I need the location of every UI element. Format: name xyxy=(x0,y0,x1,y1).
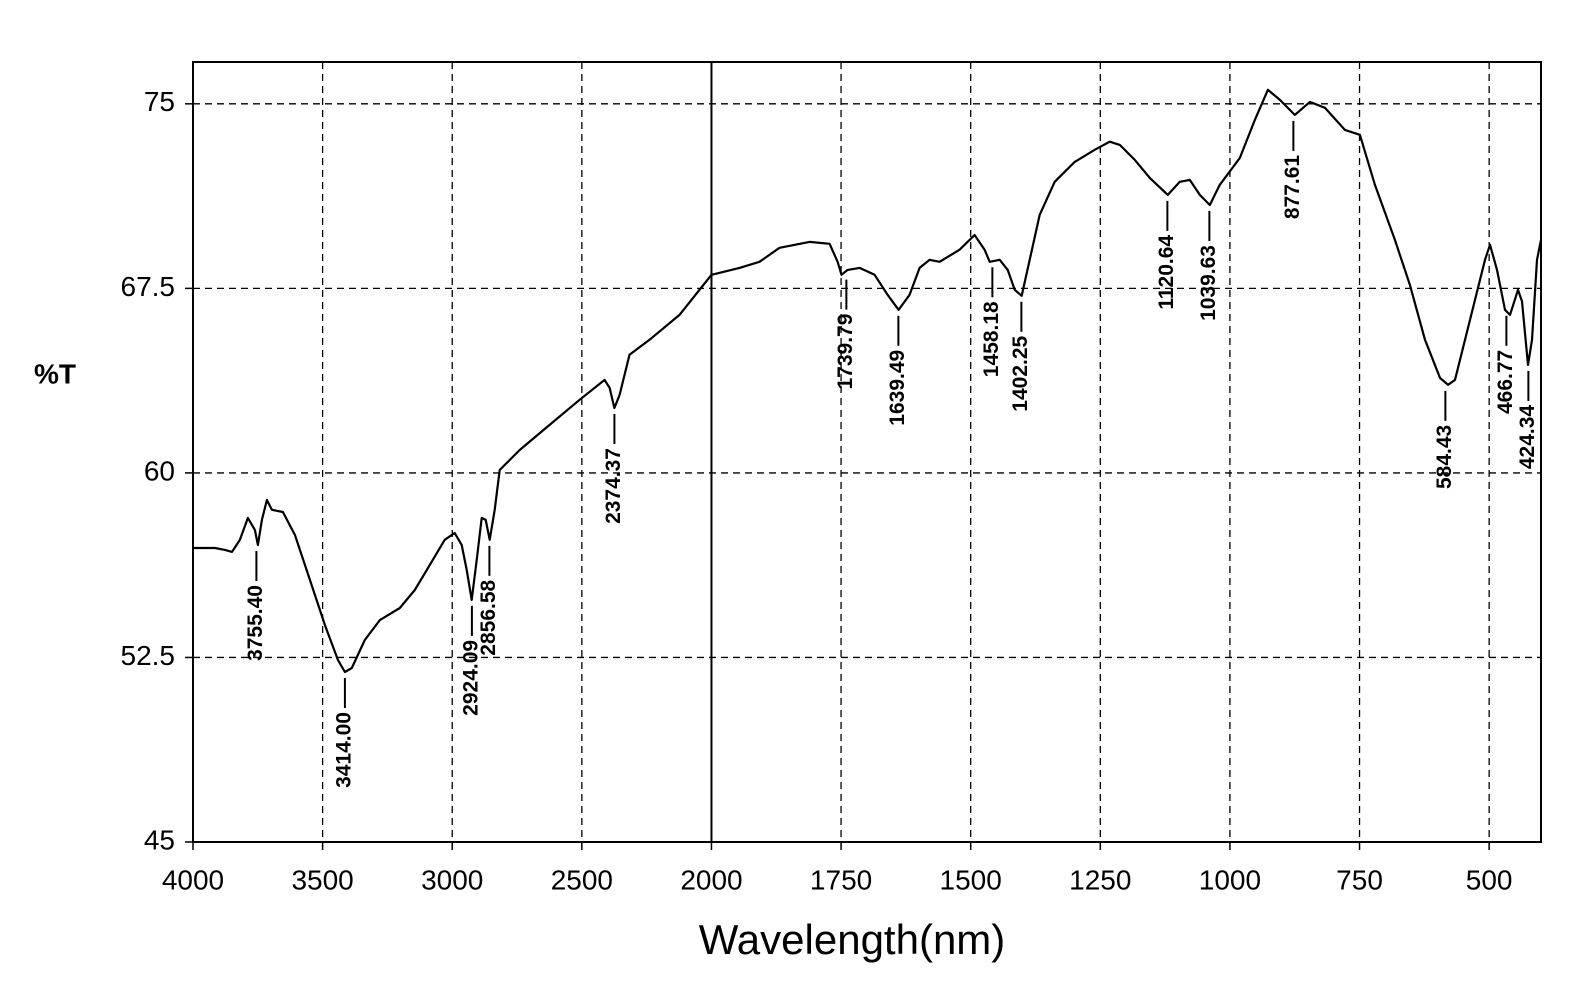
peak-label: 2374.37 xyxy=(602,448,625,524)
x-tick-label: 500 xyxy=(1466,864,1513,895)
x-tick-label: 4000 xyxy=(162,864,224,895)
y-tick-label: 67.5 xyxy=(121,271,176,302)
x-tick-label: 1750 xyxy=(810,864,872,895)
peak-label: 3755.40 xyxy=(244,585,267,661)
x-tick-label: 2000 xyxy=(680,864,742,895)
x-tick-label: 3000 xyxy=(421,864,483,895)
x-tick-label: 3500 xyxy=(291,864,353,895)
x-tick-label: 750 xyxy=(1336,864,1383,895)
peak-label: 1458.18 xyxy=(980,301,1003,377)
peak-label: 1639.49 xyxy=(886,350,909,426)
spectrum-line xyxy=(193,88,1543,674)
plot-frame xyxy=(192,61,1542,843)
peak-label: 584.43 xyxy=(1433,425,1456,489)
x-axis-label: Wavelength(nm) xyxy=(699,916,1006,963)
peak-label: 1739.79 xyxy=(834,314,857,390)
peak-label: 877.61 xyxy=(1281,155,1304,220)
x-tick-label: 1000 xyxy=(1199,864,1261,895)
x-tick-label: 1250 xyxy=(1069,864,1131,895)
peak-label: 1120.64 xyxy=(1155,235,1178,310)
x-tick-label: 1500 xyxy=(940,864,1002,895)
y-tick-label: 52.5 xyxy=(121,640,176,671)
y-tick-label: 75 xyxy=(144,86,175,117)
peak-label: 424.34 xyxy=(1516,405,1539,470)
peak-label: 1402.25 xyxy=(1009,335,1032,411)
y-axis-label: %T xyxy=(34,358,76,389)
peak-label: 2856.58 xyxy=(477,579,500,655)
y-tick-label: 45 xyxy=(144,824,175,855)
peak-label: 466.77 xyxy=(1494,350,1517,414)
peak-label: 2924.09 xyxy=(459,640,482,716)
y-tick-label: 60 xyxy=(144,455,175,486)
x-tick-label: 2500 xyxy=(551,864,613,895)
peak-label: 3414.00 xyxy=(332,712,355,788)
peak-label: 1039.63 xyxy=(1197,245,1220,321)
